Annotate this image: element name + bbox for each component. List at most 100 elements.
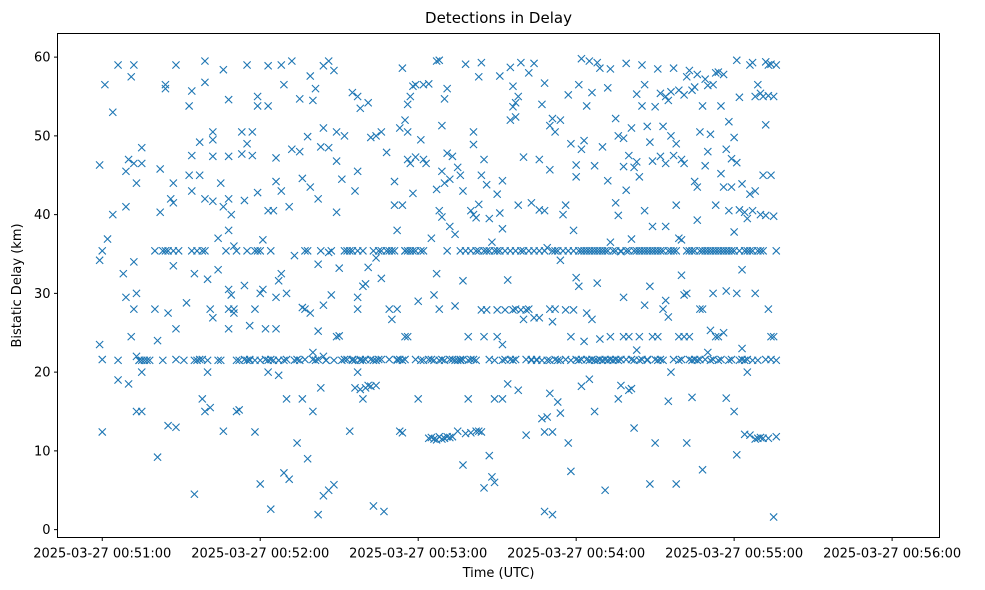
data-point <box>753 80 762 89</box>
data-point <box>403 155 412 164</box>
data-point <box>443 246 452 255</box>
data-point <box>543 356 552 365</box>
data-point <box>132 352 141 361</box>
data-point <box>124 155 133 164</box>
data-point <box>735 205 744 214</box>
data-point <box>543 413 552 422</box>
data-point <box>530 59 539 68</box>
data-point <box>458 276 467 285</box>
data-point <box>153 453 162 462</box>
data-point <box>314 355 323 364</box>
data-point <box>466 206 475 215</box>
data-point <box>764 61 773 69</box>
data-point <box>137 159 146 168</box>
data-point <box>427 234 436 243</box>
data-point <box>669 151 678 160</box>
data-point <box>364 381 373 390</box>
data-point <box>432 57 441 66</box>
data-point <box>624 332 633 341</box>
data-point <box>437 435 446 444</box>
data-point <box>250 305 259 314</box>
data-point <box>445 175 454 184</box>
x-axis: 2025-03-27 00:51:00 2025-03-27 00:52:00 20… <box>33 537 961 562</box>
data-point <box>748 206 757 215</box>
data-point <box>493 332 502 341</box>
data-point <box>293 355 302 364</box>
data-point <box>664 96 673 105</box>
data-point <box>443 84 452 93</box>
data-point <box>324 143 333 152</box>
data-point <box>666 87 675 96</box>
data-point <box>348 355 357 364</box>
data-point <box>651 102 660 111</box>
data-point <box>219 65 228 74</box>
data-point <box>108 108 117 117</box>
data-point <box>716 169 725 178</box>
data-point <box>308 96 317 105</box>
data-point <box>714 68 723 77</box>
data-point <box>137 407 146 416</box>
data-point <box>627 124 636 132</box>
data-point <box>469 140 478 149</box>
data-point <box>619 134 628 143</box>
y-tick-label: 40 <box>34 208 51 223</box>
data-point <box>577 382 586 391</box>
data-point <box>243 61 252 69</box>
data-point <box>414 394 423 403</box>
data-point <box>308 348 317 357</box>
data-point <box>761 120 770 129</box>
data-point <box>382 148 391 157</box>
data-point <box>506 63 515 72</box>
data-point <box>398 356 407 365</box>
data-point <box>171 355 180 364</box>
y-tick-label: 30 <box>34 287 51 302</box>
data-point <box>490 356 499 365</box>
data-point <box>298 394 307 403</box>
data-point <box>374 355 383 364</box>
data-point <box>214 265 223 274</box>
data-point <box>179 356 188 365</box>
data-point <box>751 289 760 298</box>
data-point <box>195 138 204 147</box>
data-point <box>722 145 731 154</box>
y-axis: 0 10 20 30 40 50 60 <box>34 51 58 538</box>
data-point <box>577 54 586 63</box>
data-point <box>127 332 136 341</box>
data-point <box>632 157 641 166</box>
data-point <box>198 246 207 255</box>
data-point <box>680 159 689 168</box>
data-point <box>772 61 781 69</box>
data-point <box>759 246 768 255</box>
data-point <box>701 161 710 170</box>
data-point <box>150 305 159 314</box>
data-point <box>756 433 765 442</box>
data-point <box>316 142 325 151</box>
data-point <box>514 92 523 101</box>
data-point <box>572 172 581 181</box>
data-point <box>406 92 415 101</box>
data-point <box>406 159 415 168</box>
x-tick-label: 2025-03-27 00:51:00 <box>33 547 171 562</box>
data-point <box>432 185 441 194</box>
data-point <box>200 407 209 416</box>
data-point <box>208 135 217 144</box>
data-point <box>224 152 233 161</box>
data-point <box>595 64 604 73</box>
data-point <box>272 324 281 333</box>
data-point <box>145 356 154 365</box>
data-point <box>272 293 281 302</box>
data-point <box>669 246 678 255</box>
data-point <box>469 355 478 364</box>
data-point <box>214 234 223 243</box>
y-axis-label: Bistatic Delay (km) <box>10 223 25 347</box>
data-point <box>693 183 702 192</box>
data-point <box>732 450 741 459</box>
data-point <box>643 122 652 131</box>
data-point <box>311 84 320 93</box>
data-point <box>464 394 473 403</box>
data-point <box>511 112 520 121</box>
data-point <box>616 381 625 390</box>
data-point <box>332 332 341 341</box>
data-point <box>587 315 596 324</box>
data-point <box>585 375 594 384</box>
